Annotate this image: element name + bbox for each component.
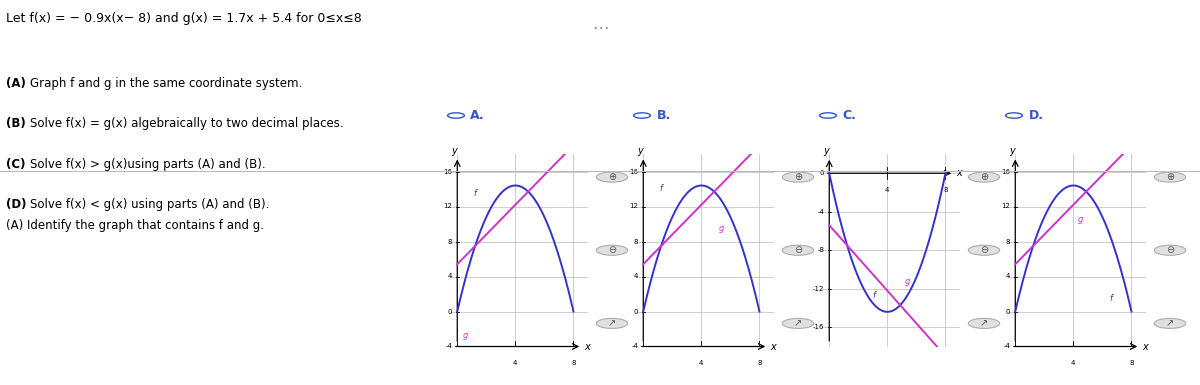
Text: ⊕: ⊕ [794, 172, 802, 182]
Text: ↗: ↗ [608, 318, 616, 328]
Text: ↗: ↗ [794, 318, 802, 328]
Text: f: f [1110, 294, 1112, 303]
Text: 8: 8 [448, 238, 452, 244]
Text: 12: 12 [629, 204, 638, 209]
Text: g: g [463, 331, 468, 340]
Text: 0: 0 [1006, 308, 1010, 315]
Text: ⊖: ⊖ [608, 245, 616, 255]
Text: -12: -12 [812, 286, 824, 292]
Text: f: f [872, 291, 876, 300]
Text: x: x [956, 168, 962, 178]
Text: x: x [1142, 341, 1148, 352]
Text: ⋯: ⋯ [592, 19, 608, 37]
Text: 8: 8 [943, 187, 948, 193]
Text: 4: 4 [1006, 273, 1010, 280]
Text: 16: 16 [443, 169, 452, 174]
Text: D.: D. [1028, 109, 1044, 122]
Text: g: g [1078, 215, 1084, 224]
Text: ⊕: ⊕ [980, 172, 988, 182]
Text: 8: 8 [1006, 238, 1010, 244]
Text: 4: 4 [634, 273, 638, 280]
Text: -4: -4 [631, 343, 638, 350]
Text: (C): (C) [6, 158, 25, 171]
Text: ⊖: ⊖ [794, 245, 802, 255]
Text: -8: -8 [817, 247, 824, 253]
Text: Solve f(x) > g(x)using parts (A) and (B).: Solve f(x) > g(x)using parts (A) and (B)… [30, 158, 265, 171]
Text: 4: 4 [448, 273, 452, 280]
Text: 4: 4 [886, 187, 889, 193]
Text: 16: 16 [1001, 169, 1010, 174]
Text: 0: 0 [634, 308, 638, 315]
Text: Solve f(x) < g(x) using parts (A) and (B).: Solve f(x) < g(x) using parts (A) and (B… [30, 198, 269, 211]
Text: -4: -4 [445, 343, 452, 350]
Text: 12: 12 [443, 204, 452, 209]
Text: (D): (D) [6, 198, 26, 211]
Text: 0: 0 [820, 170, 824, 176]
Text: ⊕: ⊕ [608, 172, 616, 182]
Text: g: g [905, 277, 910, 286]
Text: -4: -4 [817, 209, 824, 215]
Text: A.: A. [470, 109, 485, 122]
Text: 8: 8 [1129, 360, 1134, 366]
Text: g: g [719, 224, 724, 233]
Text: x: x [584, 341, 590, 352]
Text: y: y [823, 146, 828, 156]
Text: (A): (A) [6, 77, 26, 90]
Text: f: f [473, 189, 476, 198]
Text: ⊖: ⊖ [1166, 245, 1174, 255]
Text: (A) Identify the graph that contains f and g.: (A) Identify the graph that contains f a… [6, 219, 264, 233]
Text: ↗: ↗ [1166, 318, 1174, 328]
Text: -16: -16 [812, 324, 824, 330]
Text: C.: C. [842, 109, 857, 122]
Text: 8: 8 [634, 238, 638, 244]
Text: Solve f(x) = g(x) algebraically to two decimal places.: Solve f(x) = g(x) algebraically to two d… [30, 117, 343, 131]
Text: ⊕: ⊕ [1166, 172, 1174, 182]
Text: 0: 0 [448, 308, 452, 315]
Text: 4: 4 [514, 360, 517, 366]
Text: 4: 4 [1072, 360, 1075, 366]
Text: (B): (B) [6, 117, 25, 131]
Text: 8: 8 [757, 360, 762, 366]
Text: Let f(x) = − 0.9x(x− 8) and g(x) = 1.7x + 5.4 for 0≤x≤8: Let f(x) = − 0.9x(x− 8) and g(x) = 1.7x … [6, 12, 361, 25]
Text: Graph f and g in the same coordinate system.: Graph f and g in the same coordinate sys… [30, 77, 302, 90]
Text: f: f [659, 184, 662, 193]
Text: 4: 4 [700, 360, 703, 366]
Text: y: y [1009, 146, 1014, 156]
Text: -4: -4 [1003, 343, 1010, 350]
Text: x: x [770, 341, 776, 352]
Text: ↗: ↗ [980, 318, 988, 328]
Text: y: y [451, 146, 456, 156]
Text: B.: B. [656, 109, 671, 122]
Text: 12: 12 [1001, 204, 1010, 209]
Text: ⊖: ⊖ [980, 245, 988, 255]
Text: 16: 16 [629, 169, 638, 174]
Text: 8: 8 [571, 360, 576, 366]
Text: y: y [637, 146, 642, 156]
